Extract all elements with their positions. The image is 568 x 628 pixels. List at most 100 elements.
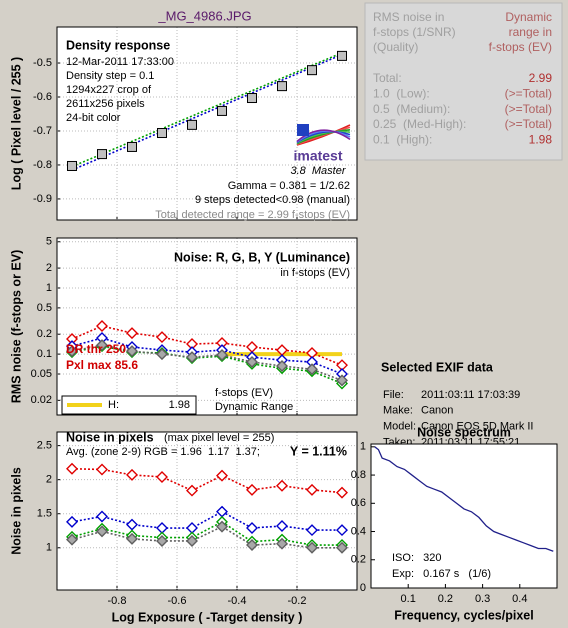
marker	[96, 463, 108, 476]
marker	[306, 483, 318, 496]
y-tick-label: 0.4	[351, 525, 366, 537]
marker	[66, 533, 78, 546]
exif-value: 2011:03:11 17:03:39	[421, 389, 520, 401]
marker	[96, 525, 108, 538]
y-tick-label: 2	[46, 474, 52, 486]
marker	[157, 128, 167, 139]
marker	[216, 348, 228, 361]
marker	[247, 93, 257, 104]
plot-frame	[56, 26, 358, 221]
annotation: Y = 1.11%	[290, 444, 347, 458]
series-line	[71, 337, 343, 375]
x-tick-label: -0.8	[108, 595, 127, 607]
dr-header: f-stops (EV)	[489, 40, 552, 54]
exif-value: Canon	[421, 405, 453, 417]
logo-stroke	[296, 129, 351, 145]
series-line	[71, 325, 343, 366]
annotation: Avg. (zone 2-9) RGB = 1.96 1.17 1.37;	[66, 446, 260, 458]
plot-area	[57, 432, 357, 590]
marker	[96, 339, 108, 352]
marker	[216, 520, 228, 533]
y-tick-label: 2	[46, 262, 52, 274]
marker	[336, 374, 348, 387]
logo-stroke	[296, 126, 351, 146]
series-line	[374, 446, 554, 552]
x-tick-label: -0.6	[168, 595, 187, 607]
series-line	[71, 52, 343, 168]
marker	[156, 331, 168, 344]
logo-stroke	[296, 129, 351, 143]
marker	[186, 534, 198, 547]
y-axis-label: RMS noise (f-stops or EV)	[9, 250, 23, 403]
logo-stroke	[296, 124, 351, 146]
x-tick-label: 0.3	[475, 593, 490, 605]
legend-value: 1.98	[169, 399, 190, 411]
marker	[336, 486, 348, 499]
marker	[186, 351, 198, 364]
y-tick-label: -0.9	[33, 193, 52, 205]
annotation: 1294x227 crop of	[66, 84, 152, 96]
marker	[217, 105, 227, 116]
marker	[306, 363, 318, 376]
y-tick-label: 2.5	[37, 440, 52, 452]
marker	[186, 484, 198, 497]
y-tick-label: 1.5	[37, 508, 52, 520]
plot-frame	[56, 237, 358, 416]
marker	[307, 65, 317, 76]
y-tick-label: 0.2	[37, 328, 52, 340]
logo-stroke	[296, 130, 351, 144]
marker	[336, 524, 348, 537]
plot-area	[371, 444, 557, 588]
logo-square	[297, 124, 309, 136]
marker	[66, 462, 78, 475]
annotation: 2611x256 pixels	[66, 98, 145, 110]
y-tick-label: 0	[360, 582, 366, 594]
exif-label: Model:	[383, 421, 416, 433]
annotation: Density response	[66, 38, 170, 52]
logo-stroke	[296, 130, 351, 144]
marker	[276, 360, 288, 373]
annotation: 9 steps detected<0.98 (manual)	[195, 194, 350, 206]
marker	[126, 468, 138, 481]
rms-row-value: (>=Total)	[505, 102, 552, 116]
x-tick-label: -0.4	[228, 595, 247, 607]
y-tick-label: 0.2	[351, 554, 366, 566]
annotation: (max pixel level = 255)	[164, 432, 274, 444]
rms-row-label: Total:	[373, 71, 402, 85]
y-tick-label: 0.6	[351, 497, 366, 509]
rms-header: (Quality)	[373, 40, 418, 54]
annotation: 3.8 Master	[290, 165, 346, 177]
marker	[276, 479, 288, 492]
file-title: _MG_4986.JPG	[157, 8, 251, 23]
marker	[97, 149, 107, 160]
chart-title: Noise spectrum	[417, 425, 511, 439]
marker	[187, 119, 197, 130]
rms-row-value: (>=Total)	[505, 117, 552, 131]
exif-title: Selected EXIF data	[381, 360, 494, 374]
marker	[246, 539, 258, 552]
rms-row-value: (>=Total)	[505, 86, 552, 100]
y-tick-label: 1	[360, 441, 366, 453]
x-tick-label: 0.1	[401, 593, 416, 605]
y-tick-label: -0.6	[33, 91, 52, 103]
annotation: 24-bit color	[66, 112, 121, 124]
annotation: Noise: R, G, B, Y (Luminance)	[174, 250, 350, 264]
marker	[306, 524, 318, 537]
annotation: Density step = 0.1	[66, 70, 154, 82]
x-axis-label: Log Exposure ( -Target density )	[112, 610, 303, 624]
y-axis-label: Noise in pixels	[9, 467, 23, 555]
x-axis-label: Frequency, cycles/pixel	[394, 608, 533, 622]
annotation: imatest	[293, 148, 342, 164]
plot-frame	[370, 443, 558, 589]
annotation: ISO: 320	[392, 552, 442, 564]
series-line	[71, 344, 343, 382]
x-tick-label: 0.2	[438, 593, 453, 605]
marker	[306, 541, 318, 554]
rms-row-label: 0.1 (High):	[373, 132, 432, 146]
marker	[66, 345, 78, 358]
marker	[276, 537, 288, 550]
series-line	[71, 520, 342, 546]
annotation: Exp: 0.167 s (1/6)	[392, 568, 491, 580]
dr-header: range in	[509, 25, 552, 39]
